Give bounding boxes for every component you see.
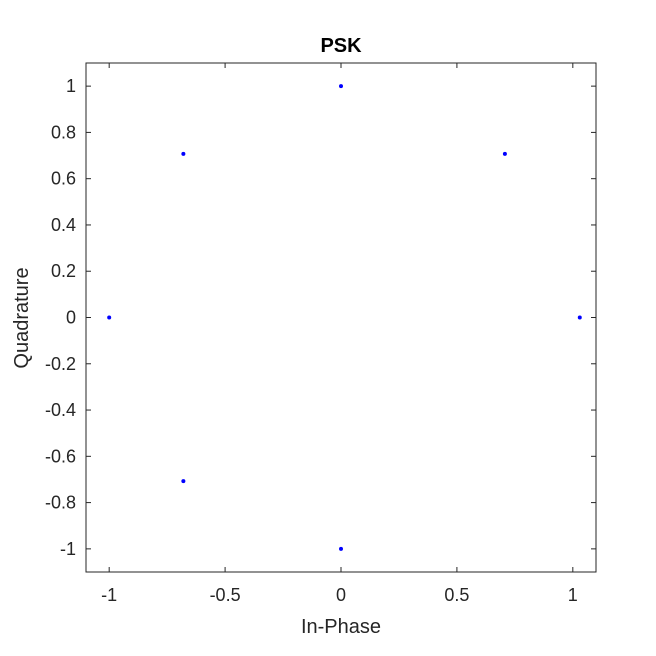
x-tick-label: 0.5 [444, 585, 469, 605]
y-tick-label: -0.8 [45, 493, 76, 513]
data-point [181, 151, 186, 156]
x-tick-label: 1 [568, 585, 578, 605]
chart-title: PSK [320, 35, 362, 57]
data-point [107, 315, 112, 320]
x-axis-ticks: -1 -0.5 0 0.5 1 [101, 63, 578, 605]
y-tick-label: 0 [66, 308, 76, 328]
y-tick-label: 1 [66, 76, 76, 96]
plot-area [85, 62, 597, 573]
data-point [502, 151, 507, 156]
data-point [339, 84, 343, 89]
y-tick-label: -0.6 [45, 446, 76, 466]
y-tick-label: -0.2 [45, 354, 76, 374]
x-tick-label: 0 [336, 585, 346, 605]
data-points [107, 84, 582, 551]
y-tick-label: 0.6 [51, 169, 76, 189]
y-axis-ticks: 1 0.8 0.6 0.4 0.2 0 -0.2 -0.4 -0.6 -0.8 -1 [45, 76, 596, 559]
data-point [339, 546, 343, 551]
x-axis-label: In-Phase [301, 616, 381, 638]
x-tick-label: -1 [101, 585, 117, 605]
y-tick-label: 0.8 [51, 122, 76, 142]
y-tick-label: -1 [60, 539, 76, 559]
data-point [181, 479, 186, 484]
y-tick-label: -0.4 [45, 400, 76, 420]
data-point [577, 315, 582, 320]
x-tick-label: -0.5 [210, 585, 241, 605]
y-axis-label: Quadrature [11, 267, 33, 368]
y-tick-label: 0.2 [51, 261, 76, 281]
y-tick-label: 0.4 [51, 215, 76, 235]
